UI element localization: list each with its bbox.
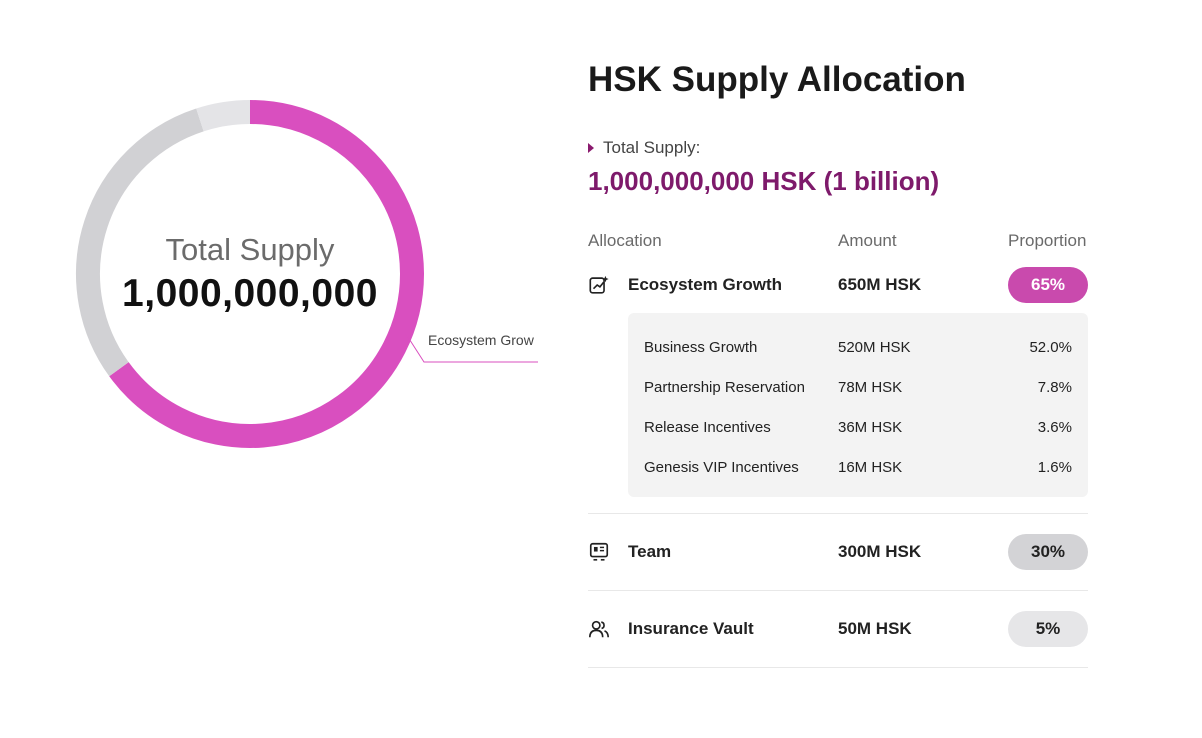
donut-svg	[76, 100, 424, 448]
donut-segment-insurance-vault[interactable]	[196, 100, 251, 132]
donut-center-label: Total Supply	[165, 232, 335, 267]
breakdown-name: Genesis VIP Incentives	[644, 458, 799, 476]
allocation-panel: HSK Supply Allocation Total Supply: 1,00…	[588, 56, 1098, 668]
row-label: Insurance Vault	[628, 619, 754, 638]
breakdown-row: Genesis VIP Incentives 16M HSK 1.6%	[628, 447, 1088, 487]
total-supply-label: Total Supply:	[588, 138, 1098, 158]
table-row-team[interactable]: Team 300M HSK 30%	[588, 514, 1088, 591]
total-supply-value: 1,000,000,000 HSK (1 billion)	[588, 166, 940, 196]
donut-segment-team[interactable]	[76, 108, 204, 377]
donut-segment-ecosystem-growth[interactable]	[109, 100, 424, 448]
breakdown-amount: 520M HSK	[838, 338, 911, 356]
proportion-badge: 30%	[1008, 534, 1088, 570]
header-allocation: Allocation	[588, 231, 662, 250]
row-divider	[588, 497, 1088, 514]
callout-line	[405, 333, 538, 363]
donut-callout-label: Ecosystem Grow	[428, 332, 534, 348]
breakdown-name: Business Growth	[644, 338, 758, 356]
breakdown-amount: 78M HSK	[838, 378, 903, 396]
row-label: Team	[628, 542, 672, 561]
table-row-ecosystem-growth[interactable]: Ecosystem Growth 650M HSK 65%	[588, 257, 1088, 313]
row-name: Team	[588, 541, 838, 563]
breakdown-name: Partnership Reservation	[644, 378, 805, 396]
breakdown-proportion: 3.6%	[1037, 418, 1072, 436]
breakdown-amount: 16M HSK	[838, 458, 903, 476]
breakdown-proportion: 1.6%	[1037, 458, 1072, 476]
growth-icon	[589, 275, 609, 294]
row-amount: 650M HSK	[838, 275, 922, 294]
caret-right-icon	[588, 143, 594, 153]
total-supply-label-text: Total Supply:	[603, 138, 701, 157]
breakdown-name: Release Incentives	[644, 418, 771, 436]
row-amount: 50M HSK	[838, 619, 912, 638]
row-amount: 300M HSK	[838, 542, 922, 561]
header-proportion: Proportion	[1008, 231, 1087, 250]
breakdown-proportion: 52.0%	[1029, 338, 1072, 356]
breakdown-proportion: 7.8%	[1037, 378, 1072, 396]
table-header: Allocation Amount Proportion	[588, 231, 1098, 251]
donut-center-value: 1,000,000,000	[122, 272, 378, 315]
breakdown-row: Partnership Reservation 78M HSK 7.8%	[628, 367, 1088, 407]
donut-center: Total Supply 1,000,000,000	[60, 84, 440, 464]
table-row-insurance-vault[interactable]: Insurance Vault 50M HSK 5%	[588, 591, 1088, 668]
breakdown-row: Release Incentives 36M HSK 3.6%	[628, 407, 1088, 447]
proportion-badge: 65%	[1008, 267, 1088, 303]
users-icon	[589, 620, 609, 638]
proportion-badge: 5%	[1008, 611, 1088, 647]
header-amount: Amount	[838, 231, 897, 250]
ecosystem-breakdown: Business Growth 520M HSK 52.0% Partnersh…	[628, 313, 1088, 497]
row-label: Ecosystem Growth	[628, 275, 782, 294]
breakdown-amount: 36M HSK	[838, 418, 903, 436]
row-name: Insurance Vault	[588, 618, 838, 640]
breakdown-row: Business Growth 520M HSK 52.0%	[628, 327, 1088, 367]
supply-donut-chart: Total Supply 1,000,000,000	[60, 84, 440, 464]
team-icon	[589, 542, 609, 561]
row-name: Ecosystem Growth	[588, 274, 838, 296]
page-title: HSK Supply Allocation	[588, 60, 966, 99]
